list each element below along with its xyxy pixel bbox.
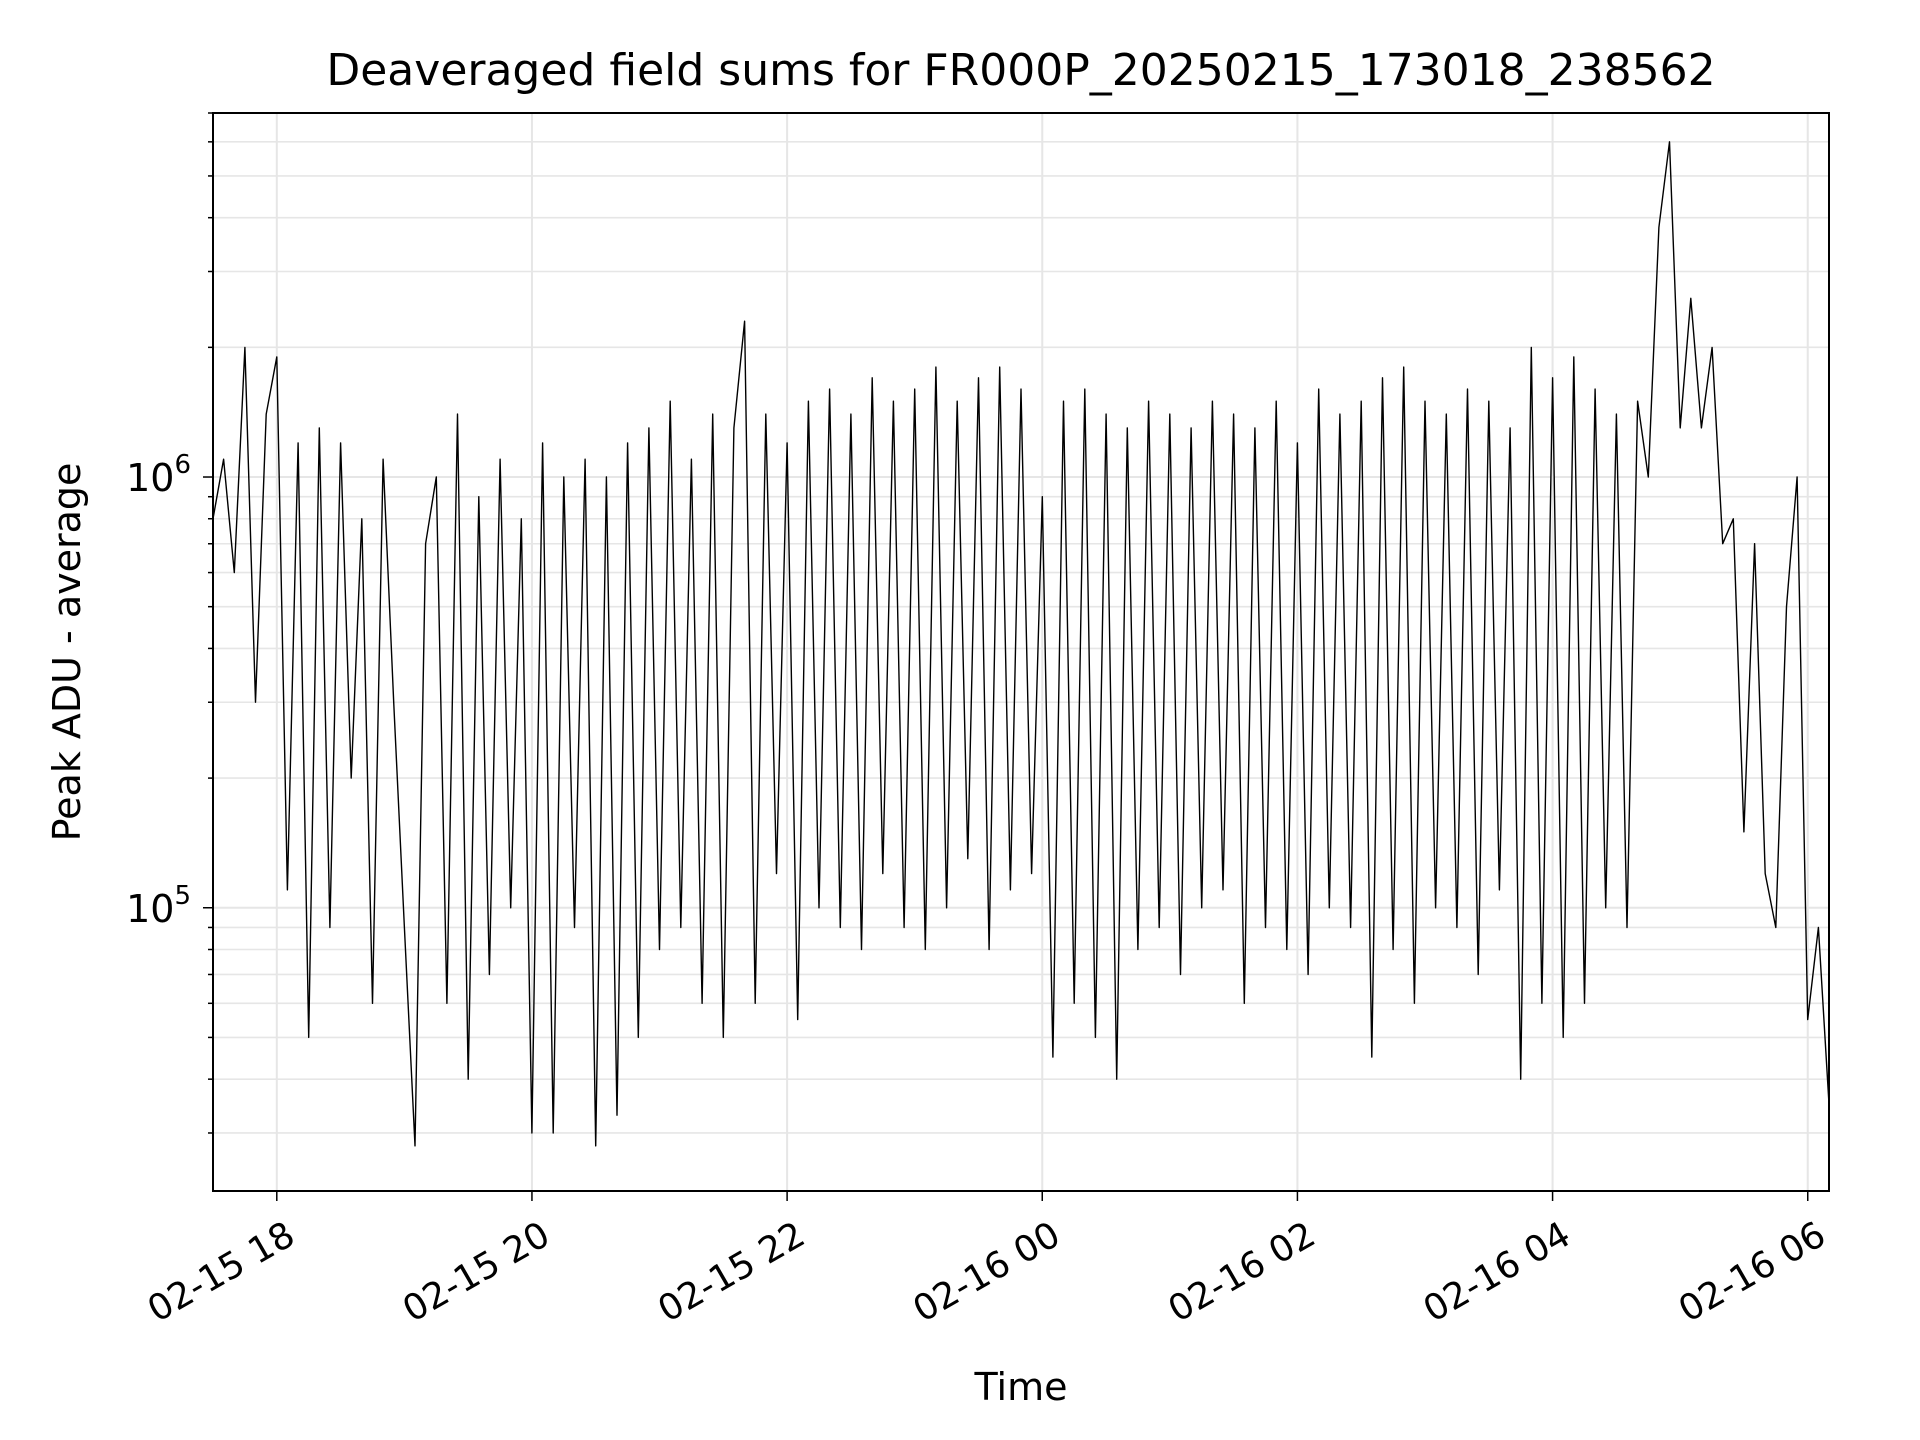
y-tick-label: 106 [126, 450, 191, 500]
chart-title: Deaveraged field sums for FR000P_2025021… [326, 45, 1715, 96]
y-tick-exponent: 6 [174, 450, 191, 480]
x-axis-label: Time [974, 1365, 1068, 1409]
plot-frame [212, 112, 1830, 1192]
data-series-line [212, 141, 1830, 1147]
y-tick-base: 10 [126, 456, 174, 500]
y-tick-exponent: 5 [174, 881, 191, 911]
plot-area [212, 141, 1830, 1147]
y-tick-label: 105 [126, 881, 191, 931]
y-tick-base: 10 [126, 887, 174, 931]
y-axis-label: Peak ADU - average [45, 463, 89, 842]
